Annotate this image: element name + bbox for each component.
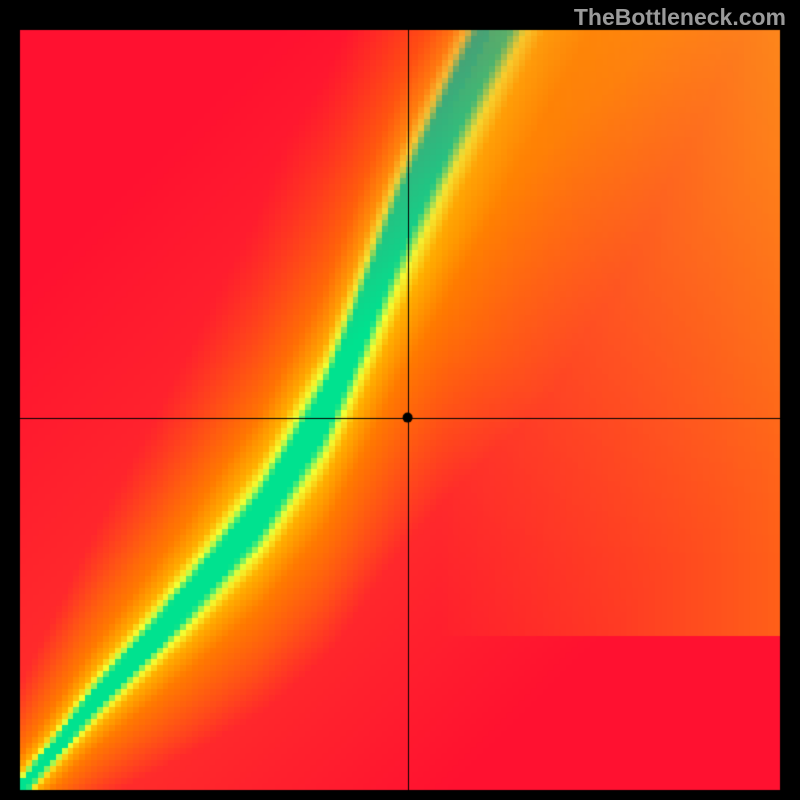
bottleneck-heatmap bbox=[0, 0, 800, 800]
attribution-watermark: TheBottleneck.com bbox=[574, 4, 786, 31]
